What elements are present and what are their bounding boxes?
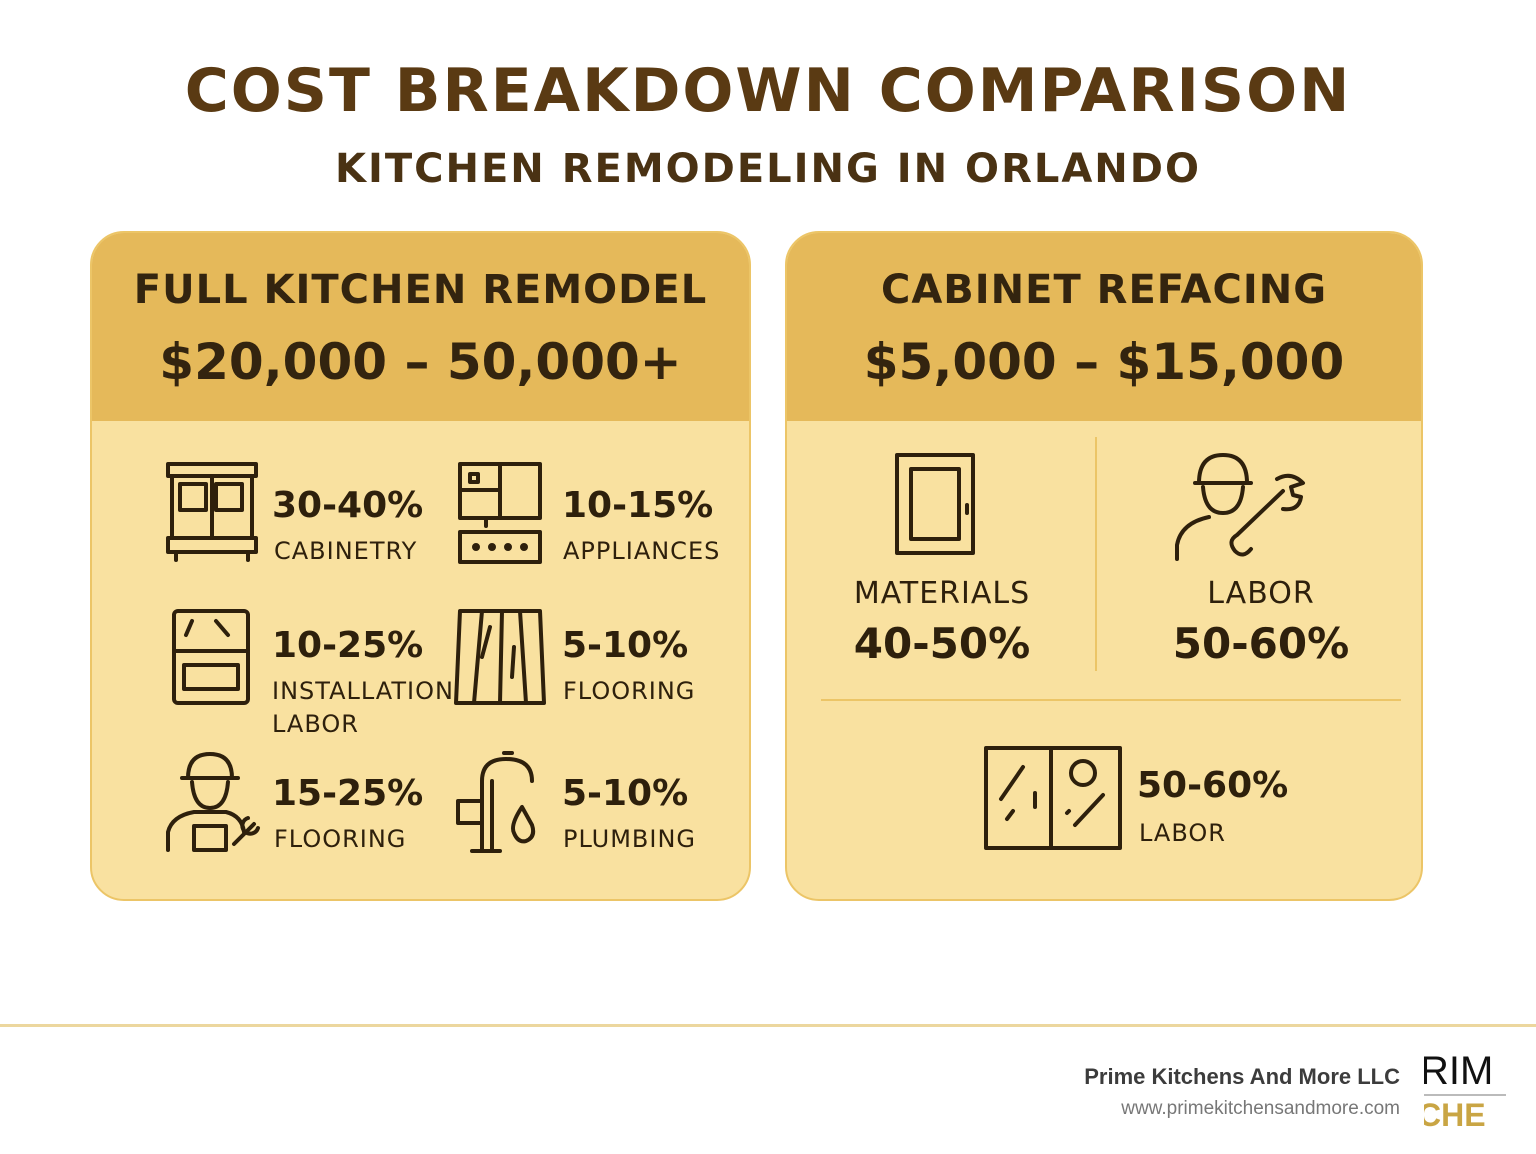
item-percent: 30-40% [272, 485, 424, 526]
labor-percent: 50-60% [1172, 619, 1350, 668]
item-percent: 10-25% [272, 625, 424, 666]
bottom-percent: 50-60% [1137, 765, 1289, 806]
card-header: FULL KITCHEN REMODEL $20,000 – 50,000+ [92, 233, 749, 421]
item-label: INSTALLATION LABOR [272, 677, 454, 738]
item-percent: 10-15% [562, 485, 714, 526]
footer-divider [0, 1024, 1536, 1027]
full-remodel-card: FULL KITCHEN REMODEL $20,000 – 50,000+ 3… [90, 231, 751, 901]
card-title: CABINET REFACING [880, 267, 1328, 313]
page-title: COST BREAKDOWN COMPARISON [184, 56, 1352, 126]
item-label: CABINETRY [274, 537, 418, 565]
card-price: $5,000 – $15,000 [863, 333, 1345, 391]
item-label: FLOORING [274, 825, 407, 853]
worker-icon [166, 752, 260, 852]
company-name: Prime Kitchens And More LLC [1084, 1064, 1400, 1089]
appliance-icon [458, 462, 542, 564]
card-price: $20,000 – 50,000+ [159, 333, 682, 391]
company-logo: RIM CHE [1424, 1050, 1506, 1134]
card-header: CABINET REFACING $5,000 – $15,000 [787, 233, 1421, 421]
divider [821, 699, 1401, 701]
flooring-icon [454, 609, 546, 705]
item-label: PLUMBING [563, 825, 697, 853]
materials-percent: 40-50% [853, 619, 1031, 668]
cabinet-refacing-card: CABINET REFACING $5,000 – $15,000 MATERI… [785, 231, 1423, 901]
item-label: FLOORING [563, 677, 696, 705]
page-subtitle: KITCHEN REMODELING IN ORLANDO [334, 146, 1201, 192]
item-percent: 15-25% [272, 773, 424, 814]
item-percent: 5-10% [562, 773, 689, 814]
labor-label: LABOR [1207, 576, 1315, 611]
faucet-icon [456, 751, 536, 853]
worker-wrench-icon [1175, 453, 1305, 561]
item-percent: 5-10% [562, 625, 689, 666]
divider [1095, 437, 1097, 671]
bottom-label: LABOR [1139, 819, 1226, 847]
item-label: APPLIANCES [563, 537, 721, 565]
cabinet-door-icon [895, 453, 975, 555]
company-url[interactable]: www.primekitchensandmore.com [1121, 1098, 1400, 1119]
oven-icon [172, 609, 250, 705]
materials-label: MATERIALS [853, 576, 1031, 611]
card-title: FULL KITCHEN REMODEL [133, 267, 708, 313]
cabinet-icon [166, 462, 258, 562]
glass-door-icon [984, 746, 1122, 850]
